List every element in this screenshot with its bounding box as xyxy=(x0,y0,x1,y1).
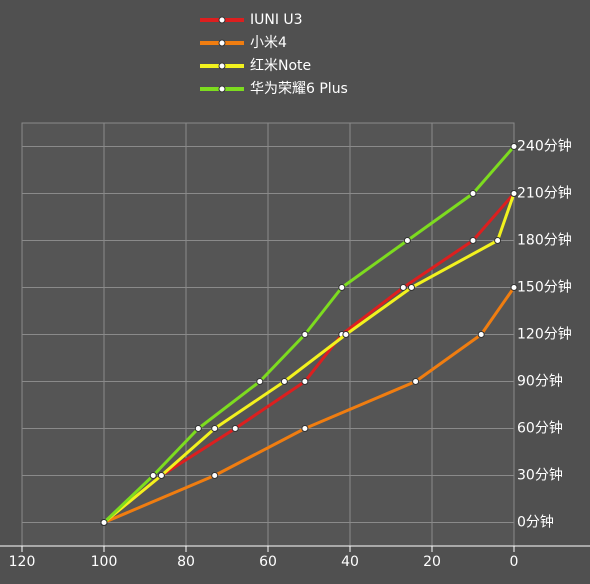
y-tick-label: 60分钟 xyxy=(517,420,563,437)
y-tick-label: 150分钟 xyxy=(517,279,572,296)
legend-label: IUNI U3 xyxy=(250,12,303,28)
data-point xyxy=(301,378,309,385)
data-point xyxy=(342,331,350,338)
x-tick-label: 100 xyxy=(91,554,118,570)
series-line xyxy=(103,193,516,524)
series-line xyxy=(103,192,516,524)
legend-marker xyxy=(218,62,226,70)
y-tick-label: 30分钟 xyxy=(517,467,563,484)
data-point xyxy=(399,284,407,291)
legend-marker xyxy=(218,85,226,93)
y-tick-label: 120分钟 xyxy=(517,326,572,343)
x-tick-label: 60 xyxy=(259,554,277,570)
data-point xyxy=(338,284,346,291)
data-point xyxy=(100,519,108,526)
data-point xyxy=(403,237,411,244)
x-tick-label: 20 xyxy=(423,554,441,570)
data-point xyxy=(301,331,309,338)
data-point xyxy=(494,237,502,244)
data-point xyxy=(157,472,165,479)
data-point xyxy=(194,425,202,432)
legend-marker xyxy=(218,16,226,24)
data-point xyxy=(412,378,420,385)
data-point xyxy=(469,190,477,197)
data-point xyxy=(477,331,485,338)
y-tick-label: 180分钟 xyxy=(517,232,572,249)
data-point xyxy=(211,472,219,479)
data-point xyxy=(231,425,239,432)
y-tick-label: 90分钟 xyxy=(517,373,563,390)
data-point xyxy=(149,472,157,479)
data-point xyxy=(510,190,518,197)
data-point xyxy=(211,425,219,432)
x-tick-label: 120 xyxy=(9,554,36,570)
series-line xyxy=(103,286,516,524)
x-tick-label: 0 xyxy=(510,554,519,570)
data-point xyxy=(408,284,415,291)
data-point xyxy=(469,237,477,244)
legend-marker xyxy=(218,39,226,47)
data-point xyxy=(280,378,288,385)
data-point xyxy=(301,425,309,432)
legend-label: 红米Note xyxy=(250,58,311,74)
data-point xyxy=(256,378,264,385)
legend-label: 小米4 xyxy=(250,35,287,51)
legend-label: 华为荣耀6 Plus xyxy=(250,81,348,97)
data-point xyxy=(510,284,518,291)
y-tick-label: 210分钟 xyxy=(517,185,572,202)
y-tick-label: 240分钟 xyxy=(517,138,572,155)
y-tick-label: 0分钟 xyxy=(517,514,554,531)
x-tick-label: 40 xyxy=(341,554,359,570)
data-point xyxy=(510,143,518,150)
x-tick-label: 80 xyxy=(177,554,195,570)
